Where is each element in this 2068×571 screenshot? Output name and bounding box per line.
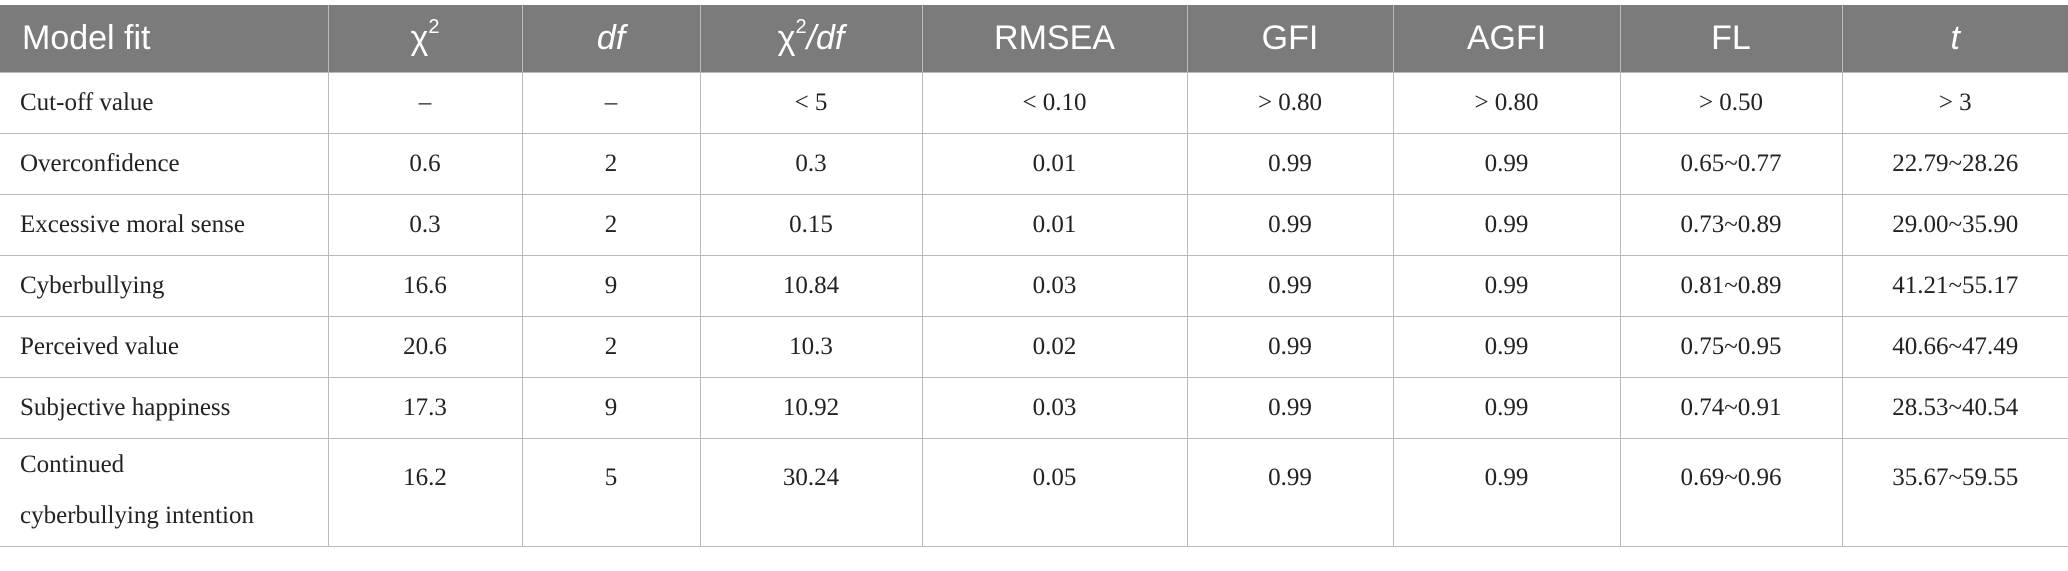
table-cell: 10.3 <box>699 316 923 378</box>
header-italic-text: /df <box>806 19 845 57</box>
table-cell: 9 <box>521 255 701 317</box>
model-fit-table: Model fit χ2 df χ2/df RMSEA GFI AGFI FL t Cut-of… <box>0 5 2068 547</box>
header-rmsea: RMSEA <box>921 5 1188 73</box>
header-df: df <box>521 5 701 73</box>
header-superscript: 2 <box>795 15 807 38</box>
table-cell: 0.65~0.77 <box>1619 133 1843 195</box>
table-cell: 0.01 <box>921 133 1188 195</box>
table-row: Subjective happiness 17.3 9 10.92 0.03 0.99 0.… <box>0 377 2068 439</box>
header-chi-square-df: χ2/df <box>699 5 923 73</box>
row-label-cell: Continued cyberbullying intention <box>0 438 329 547</box>
table-cell: 0.99 <box>1392 194 1621 256</box>
table-cell: < 0.10 <box>921 72 1188 134</box>
table-cell: 9 <box>521 377 701 439</box>
table-cell: 2 <box>521 194 701 256</box>
table-cell: 0.99 <box>1392 316 1621 378</box>
table-cell: 0.03 <box>921 377 1188 439</box>
table-cell: > 0.50 <box>1619 72 1843 134</box>
table-cell: 2 <box>521 316 701 378</box>
row-label-cell: Subjective happiness <box>0 377 329 439</box>
header-text: FL <box>1711 19 1751 57</box>
table-cell: 0.99 <box>1186 194 1394 256</box>
header-text: AGFI <box>1466 19 1547 57</box>
header-chi-square: χ2 <box>327 5 523 73</box>
table-cell: 0.99 <box>1186 255 1394 317</box>
table-cell: 22.79~28.26 <box>1841 133 2068 195</box>
table-row: Continued cyberbullying intention 16.2 5 30… <box>0 438 2068 547</box>
table-header: Model fit χ2 df χ2/df RMSEA GFI AGFI FL t <box>0 5 2068 73</box>
table-cell: 0.74~0.91 <box>1619 377 1843 439</box>
table-cell: 0.99 <box>1186 133 1394 195</box>
table-cell: 0.99 <box>1186 316 1394 378</box>
table-cell: 0.01 <box>921 194 1188 256</box>
header-text: Model fit <box>22 19 151 57</box>
table-cell: 10.84 <box>699 255 923 317</box>
table-cell: 29.00~35.90 <box>1841 194 2068 256</box>
header-fl: FL <box>1619 5 1843 73</box>
table-cell: 2 <box>521 133 701 195</box>
table-cell: 0.03 <box>921 255 1188 317</box>
header-text: RMSEA <box>994 19 1115 57</box>
table-cell: 0.99 <box>1392 377 1621 439</box>
table-cell: 0.6 <box>327 133 523 195</box>
table-cell: 0.99 <box>1392 438 1621 547</box>
table-cell: > 0.80 <box>1186 72 1394 134</box>
table-cell: 0.73~0.89 <box>1619 194 1843 256</box>
table-body: Cut-off value – – < 5 < 0.10 > 0.80 > 0.80 > 0.… <box>0 72 2068 547</box>
header-text: χ <box>777 19 796 57</box>
header-italic-text: t <box>1950 19 1960 57</box>
table-cell: 40.66~47.49 <box>1841 316 2068 378</box>
table-cell: – <box>521 72 701 134</box>
row-label-cell: Excessive moral sense <box>0 194 329 256</box>
header-superscript: 2 <box>428 15 440 38</box>
table-cell: 5 <box>521 438 701 547</box>
table-cell: 0.69~0.96 <box>1619 438 1843 547</box>
table-row: Perceived value 20.6 2 10.3 0.02 0.99 0.99 0.75… <box>0 316 2068 378</box>
table-cell: 0.99 <box>1392 133 1621 195</box>
table-cell: 0.3 <box>699 133 923 195</box>
header-italic-text: df <box>596 19 626 57</box>
table-cell: 20.6 <box>327 316 523 378</box>
table-cell: 0.99 <box>1186 377 1394 439</box>
table-cell: 17.3 <box>327 377 523 439</box>
header-model-fit: Model fit <box>0 5 329 73</box>
table-cell: 0.3 <box>327 194 523 256</box>
table-cell: > 0.80 <box>1392 72 1621 134</box>
table-cell: 0.99 <box>1392 255 1621 317</box>
table-row: Cyberbullying 16.6 9 10.84 0.03 0.99 0.99 0.81~… <box>0 255 2068 317</box>
header-agfi: AGFI <box>1392 5 1621 73</box>
table-cell: 16.2 <box>327 438 523 547</box>
header-text: χ <box>410 19 429 57</box>
row-label-cell: Overconfidence <box>0 133 329 195</box>
header-text: GFI <box>1261 19 1319 57</box>
row-label-cell: Cyberbullying <box>0 255 329 317</box>
table-row: Excessive moral sense 0.3 2 0.15 0.01 0.99 0.9… <box>0 194 2068 256</box>
table-cell: 35.67~59.55 <box>1841 438 2068 547</box>
table-cell: 30.24 <box>699 438 923 547</box>
table-cell: 0.15 <box>699 194 923 256</box>
table-cell: 10.92 <box>699 377 923 439</box>
header-gfi: GFI <box>1186 5 1394 73</box>
table-row: Cut-off value – – < 5 < 0.10 > 0.80 > 0.80 > 0.… <box>0 72 2068 134</box>
table-cell: > 3 <box>1841 72 2068 134</box>
table-cell: 0.05 <box>921 438 1188 547</box>
table-cell: 41.21~55.17 <box>1841 255 2068 317</box>
row-label-cell: Cut-off value <box>0 72 329 134</box>
table-cell: 28.53~40.54 <box>1841 377 2068 439</box>
table-cell: 0.02 <box>921 316 1188 378</box>
header-t: t <box>1841 5 2068 73</box>
header-row: Model fit χ2 df χ2/df RMSEA GFI AGFI FL t <box>0 5 2068 73</box>
model-fit-table-container: Model fit χ2 df χ2/df RMSEA GFI AGFI FL t Cut-of… <box>0 5 2068 547</box>
table-row: Overconfidence 0.6 2 0.3 0.01 0.99 0.99 0.65~0.… <box>0 133 2068 195</box>
table-cell: 0.75~0.95 <box>1619 316 1843 378</box>
table-cell: – <box>327 72 523 134</box>
table-cell: < 5 <box>699 72 923 134</box>
table-cell: 0.99 <box>1186 438 1394 547</box>
table-cell: 16.6 <box>327 255 523 317</box>
row-label-cell: Perceived value <box>0 316 329 378</box>
table-cell: 0.81~0.89 <box>1619 255 1843 317</box>
